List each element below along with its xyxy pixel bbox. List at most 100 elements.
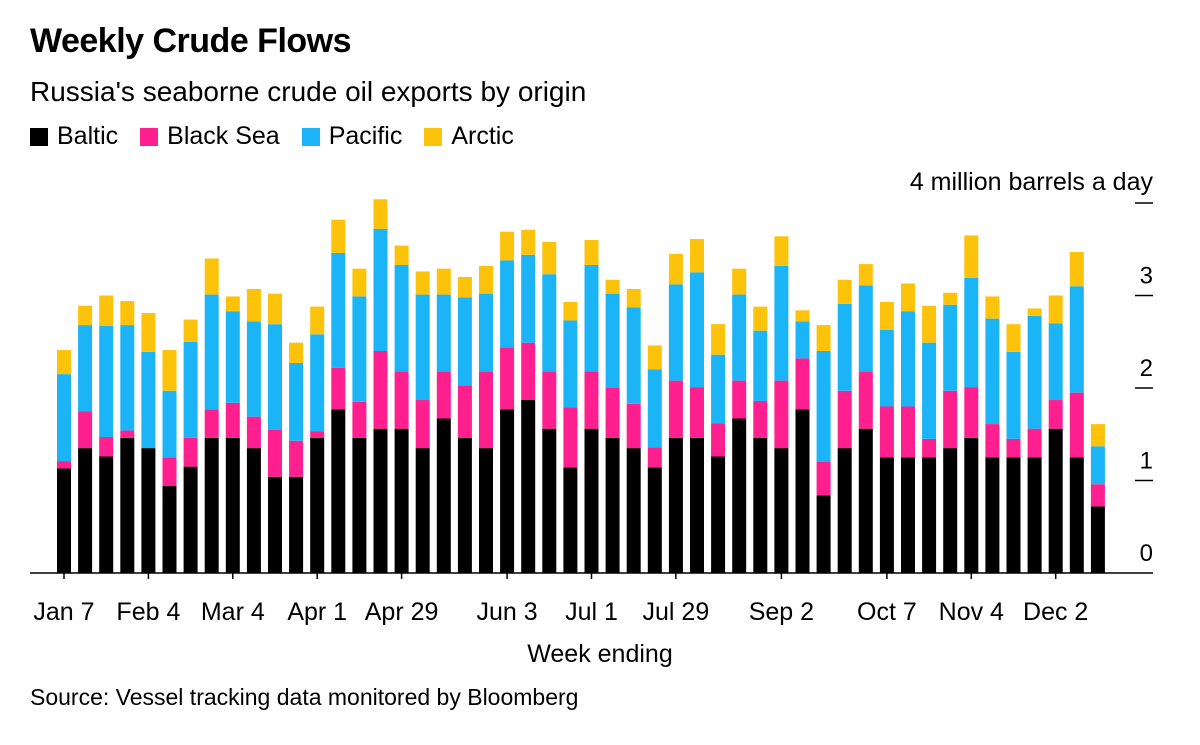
bar-baltic-15 [373,428,388,573]
bar-arctic-42 [943,292,958,305]
bar-baltic-11 [289,476,304,573]
x-tick-label-25: Jul 1 [565,598,618,626]
bar-pacific-15 [373,228,388,351]
bar-arctic-2 [99,295,114,327]
bar-black-sea-16 [394,371,409,429]
bar-pacific-46 [1027,315,1042,429]
bar-baltic-0 [57,468,71,573]
bar-pacific-3 [120,325,135,431]
bar-arctic-13 [331,219,346,253]
bar-baltic-34 [774,448,789,574]
bar-pacific-24 [563,320,578,408]
chart-title: Weekly Crude Flows [30,22,352,60]
y-tick-label-2: 2 [1140,355,1153,382]
bar-baltic-40 [901,457,915,574]
bar-baltic-7 [204,437,219,573]
x-tick-label-12: Apr 1 [287,598,347,626]
bar-black-sea-8 [225,402,240,438]
bar-arctic-32 [732,268,747,295]
bar-black-sea-13 [331,367,346,410]
bar-black-sea-38 [858,371,873,429]
chart-subtitle: Russia's seaborne crude oil exports by o… [30,76,587,107]
x-tick-label-39: Oct 7 [857,598,917,626]
x-tick-label-43: Nov 4 [939,598,1004,626]
bar-baltic-28 [647,467,662,573]
bar-black-sea-47 [1048,400,1063,429]
bar-black-sea-1 [78,411,93,449]
bar-baltic-29 [668,437,683,573]
bar-black-sea-17 [415,400,430,449]
bar-black-sea-26 [605,388,620,438]
bar-baltic-45 [1006,457,1021,574]
bar-black-sea-28 [647,447,662,468]
y-tick-label-0: 0 [1140,540,1153,567]
legend-item-black-sea: Black Sea [140,122,280,151]
bar-arctic-20 [479,265,493,294]
y-tick-label-1: 1 [1140,448,1153,475]
bar-baltic-22 [521,400,536,573]
bar-black-sea-15 [373,351,388,429]
bar-arctic-6 [183,319,198,342]
bar-black-sea-11 [289,440,304,477]
bar-black-sea-43 [964,387,979,438]
x-tick-label-16: Apr 29 [365,598,439,626]
bar-arctic-22 [521,229,536,255]
legend-swatch-black-sea [140,127,159,146]
bar-pacific-32 [732,294,747,381]
bar-arctic-45 [1006,324,1021,352]
bar-baltic-35 [795,409,810,573]
bar-arctic-34 [774,236,789,266]
bar-pacific-47 [1048,323,1063,401]
bar-arctic-0 [57,350,71,375]
bar-black-sea-29 [668,380,683,438]
bar-arctic-27 [626,289,641,308]
bar-pacific-21 [500,260,515,348]
bar-baltic-5 [162,486,177,573]
bar-arctic-19 [457,277,472,298]
bar-baltic-12 [310,437,325,573]
bar-pacific-36 [816,351,831,462]
legend-label-arctic: Arctic [451,122,514,150]
bar-baltic-13 [331,409,346,573]
bar-baltic-31 [711,456,726,573]
bar-baltic-2 [99,456,114,573]
bar-arctic-31 [711,324,726,355]
bar-arctic-35 [795,310,810,322]
bar-pacific-19 [457,297,472,386]
legend-swatch-baltic [30,127,48,146]
bar-black-sea-7 [204,409,219,438]
bar-pacific-4 [141,351,156,449]
bar-black-sea-33 [753,400,768,438]
bar-baltic-49 [1090,506,1105,573]
bar-arctic-23 [542,241,557,275]
bar-black-sea-34 [774,380,789,449]
legend-label-baltic: Baltic [57,122,119,150]
bar-black-sea-31 [711,423,726,457]
x-axis: Jan 7 Feb 4 Mar 4 Apr 1 Apr 29 Jun 3 Jul 1 Jul … [33,573,1088,626]
bar-black-sea-45 [1006,438,1021,458]
bar-baltic-10 [268,476,282,573]
source-note: Source: Vessel tracking data monitored b… [30,684,579,710]
bar-baltic-41 [922,457,937,574]
bar-black-sea-14 [352,401,367,438]
bar-arctic-49 [1090,424,1105,447]
bar-baltic-46 [1027,457,1042,574]
bar-black-sea-0 [57,461,71,469]
y-tick-label-3: 3 [1140,263,1153,290]
bar-arctic-21 [500,231,515,261]
bar-black-sea-32 [732,380,747,419]
bar-pacific-43 [964,277,979,388]
bar-arctic-18 [436,268,451,295]
legend-swatch-arctic [424,127,443,146]
bar-arctic-30 [690,239,704,273]
x-tick-label-47: Dec 2 [1023,598,1088,626]
bar-baltic-6 [183,466,198,574]
bar-black-sea-24 [563,407,578,468]
bar-pacific-35 [795,321,810,359]
bar-pacific-39 [879,329,894,407]
bar-arctic-29 [668,253,683,285]
bar-pacific-26 [605,293,620,388]
bar-baltic-4 [141,448,156,574]
bar-baltic-9 [246,448,261,574]
bar-black-sea-5 [162,457,177,487]
